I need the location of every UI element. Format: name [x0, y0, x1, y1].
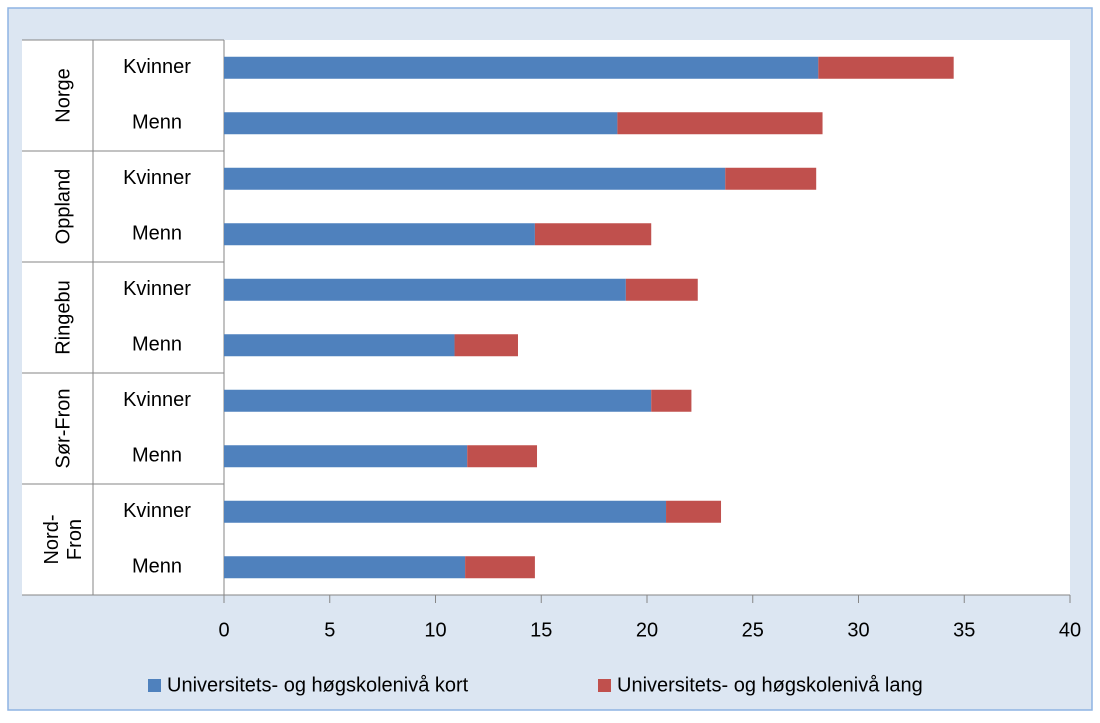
bar-segment	[224, 56, 819, 79]
bar-segment	[224, 556, 466, 579]
x-tick-label: 0	[218, 619, 229, 641]
x-tick-label: 40	[1059, 619, 1081, 641]
group-label: Ringebu	[52, 280, 74, 355]
y-tick-label: Menn	[132, 112, 182, 134]
bar-segment	[465, 556, 535, 579]
bar-segment	[224, 223, 535, 246]
bar-segment	[454, 334, 518, 357]
legend-swatch	[148, 679, 161, 692]
bar-segment	[224, 278, 626, 301]
x-tick-label: 35	[953, 619, 975, 641]
bar-segment	[224, 334, 455, 357]
x-tick-label: 20	[636, 619, 658, 641]
y-tick-label: Menn	[132, 556, 182, 578]
bar-segment	[651, 389, 692, 412]
y-tick-label: Kvinner	[123, 389, 191, 411]
bar-segment	[224, 167, 726, 190]
x-tick-label: 25	[742, 619, 764, 641]
bar-segment	[467, 445, 538, 468]
y-tick-label: Kvinner	[123, 278, 191, 300]
bar-segment	[818, 56, 954, 79]
x-tick-label: 10	[424, 619, 446, 641]
y-tick-label: Kvinner	[123, 167, 191, 189]
group-label: Oppland	[52, 169, 74, 245]
bar-segment	[224, 112, 618, 135]
group-label: Norge	[52, 68, 74, 122]
legend-label: Universitets- og høgskolenivå kort	[167, 674, 469, 696]
bar-segment	[725, 167, 817, 190]
bar-segment	[224, 445, 468, 468]
bar-segment	[625, 278, 698, 301]
y-tick-label: Menn	[132, 334, 182, 356]
x-tick-label: 5	[324, 619, 335, 641]
y-tick-label: Kvinner	[123, 500, 191, 522]
y-tick-label: Menn	[132, 223, 182, 245]
legend-label: Universitets- og høgskolenivå lang	[617, 674, 923, 696]
x-tick-label: 30	[847, 619, 869, 641]
y-tick-label: Menn	[132, 445, 182, 467]
y-tick-label: Kvinner	[123, 56, 191, 78]
bar-segment	[617, 112, 823, 135]
x-tick-label: 15	[530, 619, 552, 641]
bar-segment	[224, 500, 667, 523]
bar-segment	[224, 389, 652, 412]
group-label: Nord-	[41, 514, 63, 564]
group-label: Fron	[64, 519, 86, 560]
bar-segment	[666, 500, 722, 523]
group-label: Sør-Fron	[52, 389, 74, 469]
bar-segment	[534, 223, 652, 246]
legend-swatch	[598, 679, 611, 692]
